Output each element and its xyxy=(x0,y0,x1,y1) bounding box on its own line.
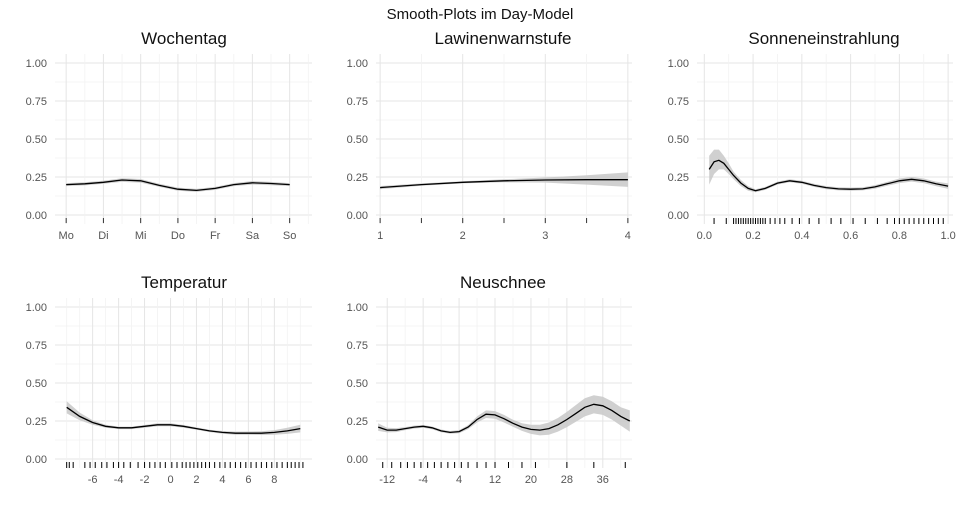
y-tick-label: 1.00 xyxy=(347,302,368,314)
x-tick-label: 0.2 xyxy=(745,230,760,242)
y-tick-label: 0.75 xyxy=(347,96,368,108)
x-tick-label: Mo xyxy=(59,230,74,242)
x-tick-label: Mi xyxy=(135,230,147,242)
x-tick-label: 4 xyxy=(456,474,462,486)
panel-title: Wochentag xyxy=(141,29,227,48)
y-tick-label: 0.75 xyxy=(668,96,689,108)
y-tick-label: 1.00 xyxy=(347,58,368,70)
y-tick-label: 1.00 xyxy=(26,302,47,314)
x-tick-label: 1 xyxy=(377,230,383,242)
x-tick-label: -6 xyxy=(88,474,98,486)
panel-title: Lawinenwarnstufe xyxy=(434,29,571,48)
x-tick-label: 8 xyxy=(271,474,277,486)
x-tick-label: So xyxy=(283,230,296,242)
x-tick-label: 4 xyxy=(625,230,631,242)
y-tick-label: 0.50 xyxy=(347,378,368,390)
y-tick-label: 0.75 xyxy=(26,96,47,108)
confidence-band xyxy=(66,178,290,192)
x-tick-label: 0.8 xyxy=(892,230,907,242)
x-tick-label: 28 xyxy=(561,474,573,486)
smooth-curve xyxy=(380,179,628,189)
smooth-curve xyxy=(377,403,631,434)
x-tick-label: 12 xyxy=(489,474,501,486)
x-tick-label: Fr xyxy=(210,230,221,242)
x-tick-label: 36 xyxy=(597,474,609,486)
y-tick-label: 0.25 xyxy=(26,416,47,428)
y-tick-label: 0.00 xyxy=(668,210,689,222)
panel-title: Temperatur xyxy=(141,273,227,292)
x-tick-label: 4 xyxy=(219,474,225,486)
x-tick-label: 1.0 xyxy=(940,230,955,242)
y-tick-label: 0.00 xyxy=(347,210,368,222)
x-tick-label: -2 xyxy=(140,474,150,486)
x-tick-label: -12 xyxy=(379,474,395,486)
panel-2: 0.00 0.25 0.50 0.75 1.00 1 2 3 4 Lawinenwarnstufe xyxy=(347,29,632,242)
x-tick-label: -4 xyxy=(114,474,124,486)
y-tick-label: 0.00 xyxy=(347,454,368,466)
y-tick-label: 0.50 xyxy=(26,134,47,146)
y-tick-label: 0.25 xyxy=(347,172,368,184)
y-tick-label: 0.50 xyxy=(347,134,368,146)
y-tick-label: 0.25 xyxy=(26,172,47,184)
y-tick-label: 0.50 xyxy=(26,378,47,390)
confidence-band xyxy=(378,395,630,436)
y-tick-label: 1.00 xyxy=(668,58,689,70)
y-tick-label: 0.50 xyxy=(668,134,689,146)
x-tick-label: 3 xyxy=(542,230,548,242)
x-tick-label: -4 xyxy=(418,474,428,486)
y-tick-label: 0.00 xyxy=(26,210,47,222)
x-tick-label: 0.4 xyxy=(794,230,809,242)
x-tick-label: 6 xyxy=(245,474,251,486)
panel-title: Neuschnee xyxy=(460,273,546,292)
x-tick-label: Di xyxy=(98,230,108,242)
panel-title: Sonneneinstrahlung xyxy=(748,29,899,48)
smooth-curve xyxy=(66,179,290,192)
smooth-curve xyxy=(708,159,949,192)
x-tick-label: Sa xyxy=(246,230,260,242)
x-tick-label: 0 xyxy=(167,474,173,486)
y-tick-label: 1.00 xyxy=(26,58,47,70)
smooth-curve xyxy=(66,406,301,434)
panel-1: 0.00 0.25 0.50 0.75 1.00 Mo Di Mi Do Fr Sa So Wochen… xyxy=(26,29,312,242)
y-tick-label: 0.75 xyxy=(347,340,368,352)
panel-5: 0.00 0.25 0.50 0.75 1.00 -12 -4 4 12 20 28 36 Neusch… xyxy=(347,273,632,486)
figure-title: Smooth-Plots im Day-Model xyxy=(387,6,574,23)
y-tick-label: 0.25 xyxy=(668,172,689,184)
x-tick-label: 2 xyxy=(193,474,199,486)
x-tick-label: 0.6 xyxy=(843,230,858,242)
x-tick-label: Do xyxy=(171,230,185,242)
x-tick-label: 0.0 xyxy=(697,230,712,242)
y-tick-label: 0.00 xyxy=(26,454,47,466)
panel-4: 0.00 0.25 0.50 0.75 1.00 -6 -4 -2 0 2 4 6 8 Temperatu… xyxy=(26,273,312,486)
x-tick-label: 20 xyxy=(525,474,537,486)
y-tick-label: 0.75 xyxy=(26,340,47,352)
panel-3: 0.00 0.25 0.50 0.75 1.00 0.0 0.2 0.4 0.6 0.8 1.0 So… xyxy=(668,29,956,242)
y-tick-label: 0.25 xyxy=(347,416,368,428)
x-tick-label: 2 xyxy=(460,230,466,242)
